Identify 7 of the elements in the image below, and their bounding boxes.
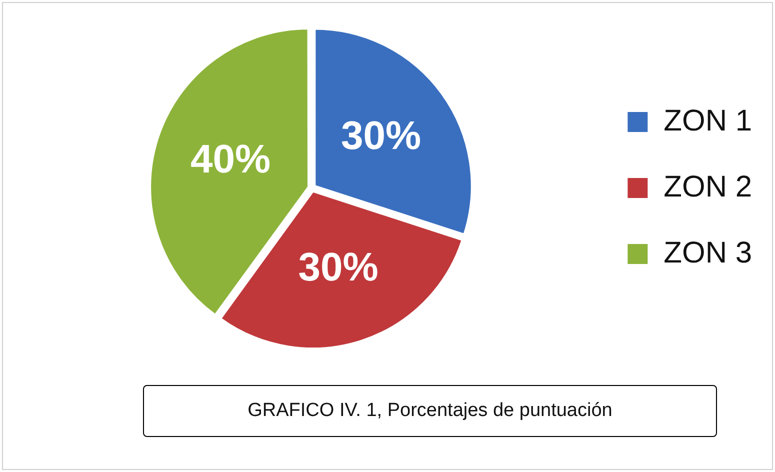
legend-label: ZON 2 — [664, 170, 752, 204]
data-label: 40% — [190, 138, 271, 182]
text: GRAFICO IV. 1, Porcentajes de puntuación — [143, 385, 717, 437]
data-label: 30% — [298, 245, 378, 290]
data-label: 30% — [340, 114, 422, 158]
legend-label: ZON 1 — [664, 104, 752, 138]
legend-label: ZON 3 — [664, 236, 752, 270]
